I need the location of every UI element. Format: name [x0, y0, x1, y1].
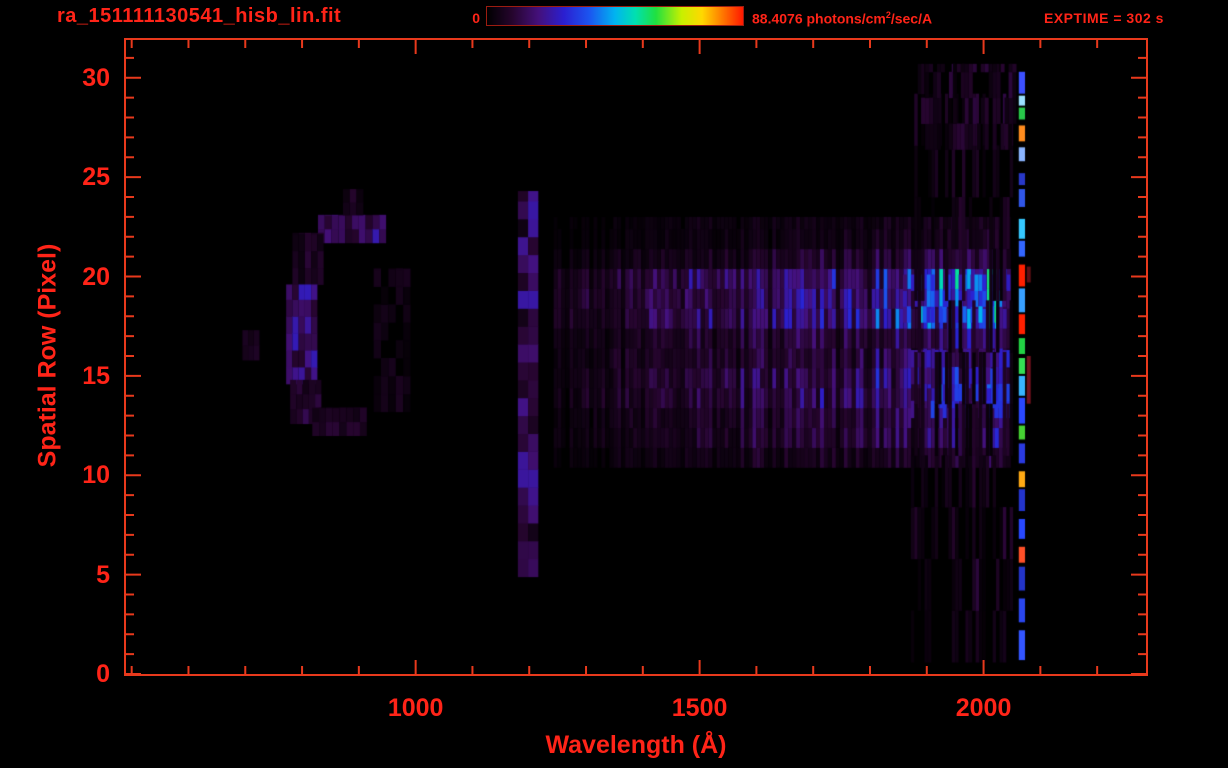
axes-ticks [126, 40, 1146, 674]
colorbar-max-units: /sec/A [890, 10, 933, 27]
colorbar-max-label: 88.4076 photons/cm2/sec/A [752, 10, 932, 27]
y-tick-label: 5 [96, 560, 110, 589]
y-tick-label: 10 [82, 461, 110, 490]
file-title: ra_151111130541_hisb_lin.fit [57, 5, 342, 27]
spectrogram-image [126, 40, 1146, 674]
colorbar-max-text: 88.4076 photons/cm [752, 10, 886, 27]
x-tick-label: 1000 [387, 694, 444, 722]
y-tick-label: 30 [82, 63, 110, 92]
y-tick-label: 25 [82, 163, 110, 192]
x-tick-label: 2000 [955, 694, 1012, 722]
colorbar [486, 6, 744, 26]
spectrogram-plot [124, 38, 1148, 676]
exptime-label: EXPTIME = 302 s [1044, 10, 1164, 26]
y-tick-label: 15 [82, 361, 110, 390]
y-tick-label: 0 [96, 660, 110, 688]
y-axis-title: Spatial Row (Pixel) [33, 243, 62, 468]
colorbar-max-superscript: 2 [885, 10, 891, 20]
y-tick-label: 20 [82, 262, 110, 291]
x-axis-title: Wavelength (Å) [545, 731, 727, 759]
colorbar-min-label: 0 [472, 10, 480, 26]
x-tick-label: 1500 [671, 694, 728, 722]
